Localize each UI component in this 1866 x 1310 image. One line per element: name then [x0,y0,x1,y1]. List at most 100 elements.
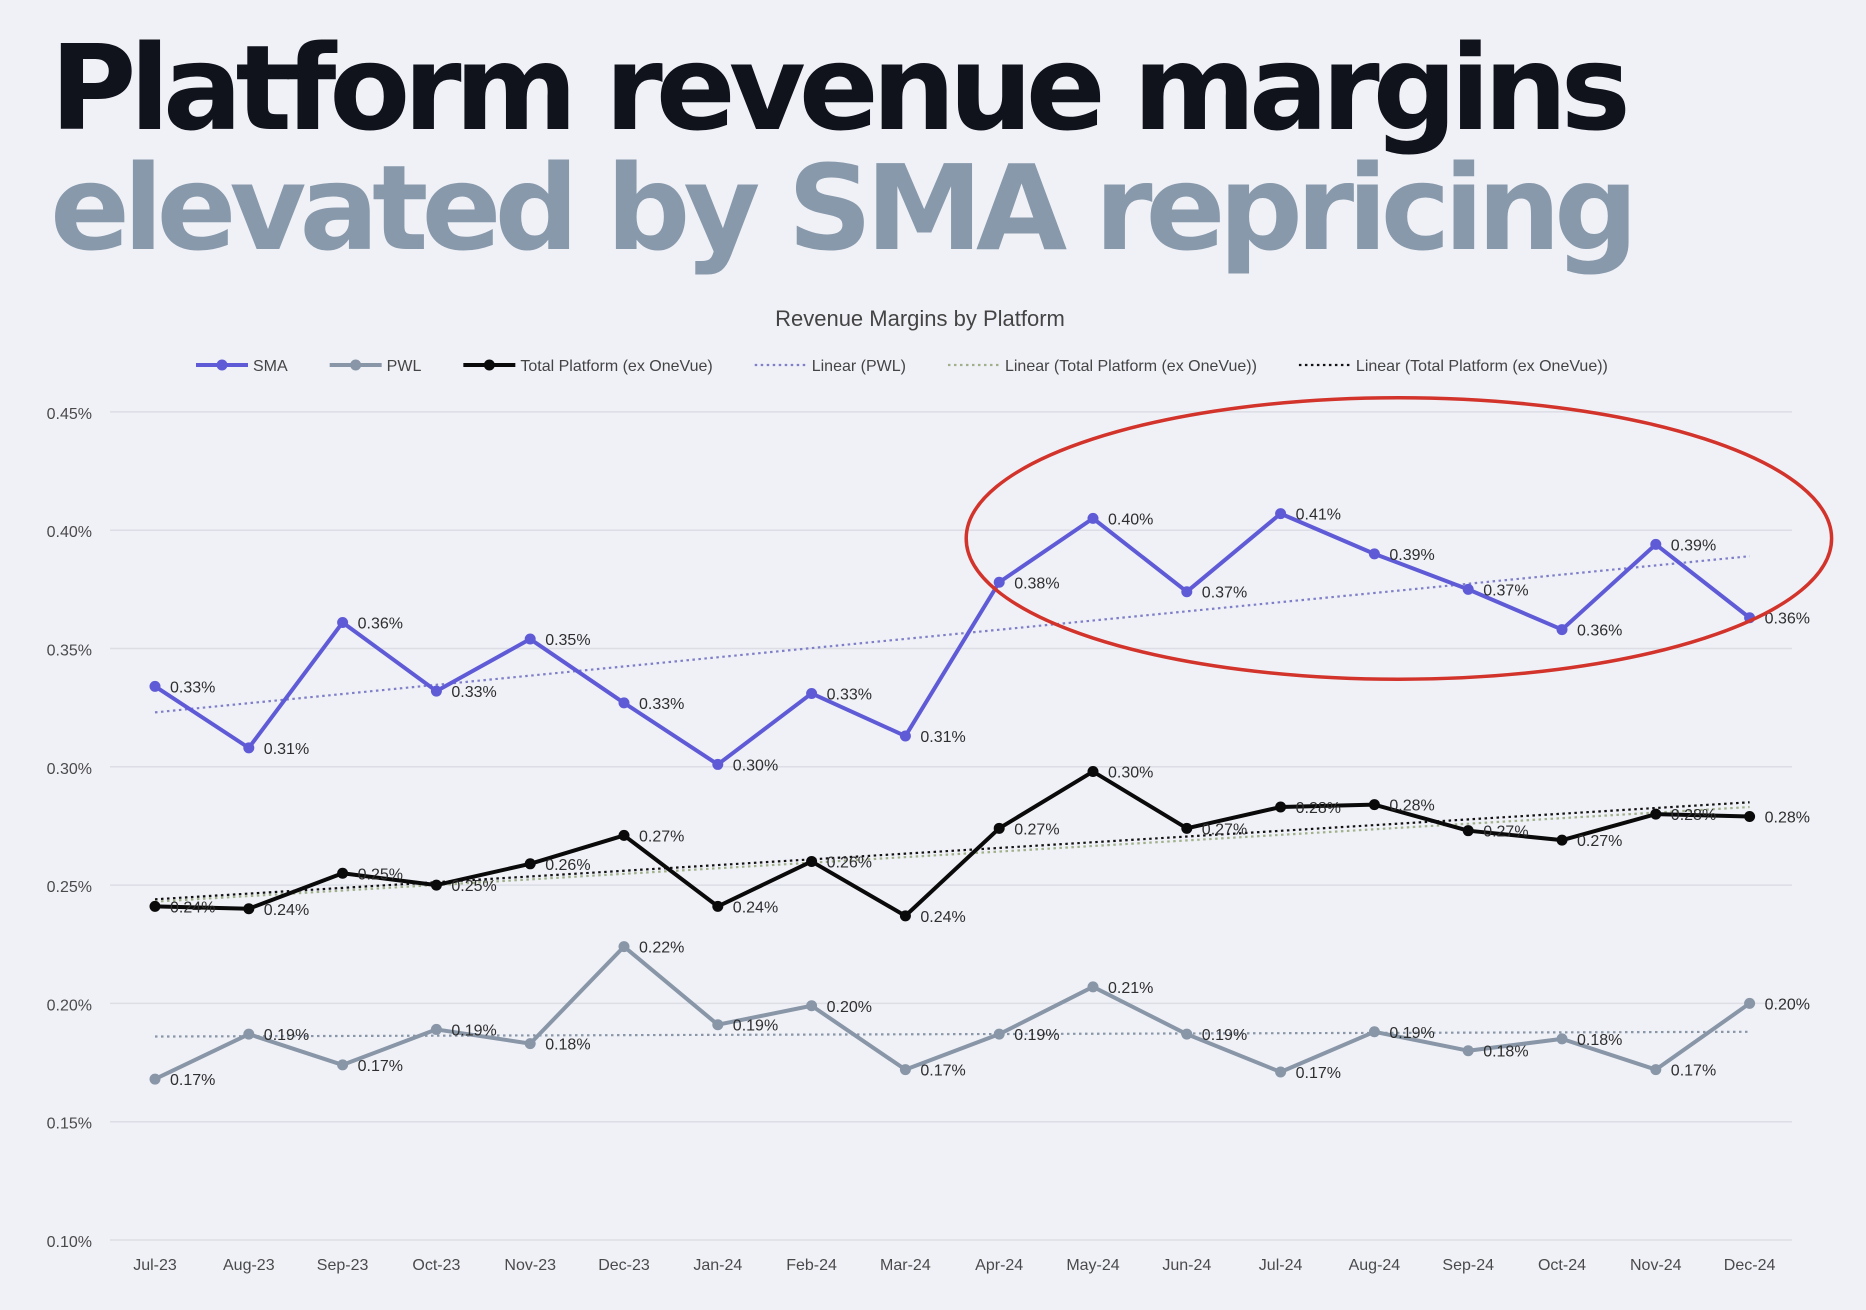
x-tick-label: Nov-24 [1630,1257,1682,1274]
sma-data-label: 0.35% [545,632,590,649]
legend-label: Linear (PWL) [812,358,906,375]
total-point [1556,834,1568,846]
pwl-point [243,1028,255,1040]
pwl-point [618,941,630,953]
total-data-label: 0.24% [170,899,215,916]
data-labels: 0.17% 0.19% 0.17% 0.19% 0.18% 0.22% 0.19% 0.20%… [170,507,1810,1089]
x-tick-label: Oct-24 [1538,1257,1586,1274]
total-point [337,867,349,879]
sma-point [1275,508,1287,520]
y-tick-label: 0.20% [47,997,92,1014]
sma-data-label: 0.36% [1577,623,1622,640]
x-tick-label: Aug-24 [1349,1257,1401,1274]
sma-point [618,697,630,709]
chart-title: Revenue Margins by Platform [775,306,1065,331]
total-point [899,910,911,922]
sma-point [337,616,349,628]
sma-point [149,680,161,692]
y-tick-label: 0.40% [47,524,92,541]
sma-point [993,576,1005,588]
sma-data-label: 0.40% [1108,511,1153,528]
legend-item: Linear (PWL) [754,358,906,375]
sma-data-label: 0.33% [639,696,684,713]
total-point [1087,766,1099,778]
total-data-label: 0.24% [920,909,965,926]
total-data-label: 0.27% [1202,821,1247,838]
pwl-data-label: 0.18% [1483,1044,1528,1061]
total-data-label: 0.25% [358,866,403,883]
pwl-point [1275,1066,1287,1078]
sma-data-label: 0.33% [451,684,496,701]
series-line-sma [153,511,1751,767]
pwl-point [1368,1026,1380,1038]
total-data-label: 0.28% [1389,798,1434,815]
pwl-data-label: 0.19% [451,1022,496,1039]
chart-legend: SMA PWL Total Platform (ex OneVue) Linear (… [196,358,1608,375]
headline: Platform revenue margins elevated by SMA… [50,19,1639,277]
total-point [1462,825,1474,837]
y-tick-label: 0.45% [47,406,92,423]
sma-point [1368,548,1380,560]
sma-point [430,685,442,697]
sma-data-label: 0.33% [827,686,872,703]
sma-point [806,687,818,699]
trendline-total [154,805,1750,903]
legend-item: Linear (Total Platform (ex OneVue)) [1298,358,1608,375]
pwl-point [899,1064,911,1076]
pwl-data-label: 0.22% [639,940,684,957]
total-data-label: 0.28% [1765,809,1810,826]
total-point [806,855,818,867]
pwl-data-label: 0.17% [920,1063,965,1080]
x-tick-label: Sep-23 [317,1257,369,1274]
x-tick-label: Dec-23 [598,1257,650,1274]
x-tick-label: Sep-24 [1442,1257,1494,1274]
total-point [1650,808,1662,820]
headline-line-1: Platform revenue margins [50,19,1631,157]
pwl-point [1556,1033,1568,1045]
legend-label: PWL [387,358,422,375]
headline-line-2: elevated by SMA repricing [50,139,1639,277]
x-tick-label: May-24 [1066,1257,1119,1274]
x-tick-label: Oct-23 [412,1257,460,1274]
legend-item: PWL [329,358,422,375]
x-tick-label: Jul-24 [1259,1257,1303,1274]
x-tick-label: Feb-24 [786,1257,837,1274]
y-tick-label: 0.25% [47,879,92,896]
total-data-label: 0.27% [639,828,684,845]
total-data-label: 0.28% [1296,800,1341,817]
legend-swatch-marker [350,359,362,371]
legend-item: Linear (Total Platform (ex OneVue)) [947,358,1257,375]
total-data-label: 0.26% [545,857,590,874]
x-tick-label: Jan-24 [693,1257,742,1274]
sma-point [243,742,255,754]
pwl-point [1087,981,1099,993]
pwl-point [1462,1045,1474,1057]
legend-swatch-marker [483,359,495,371]
pwl-point [1650,1064,1662,1076]
legend-item: Total Platform (ex OneVue) [463,358,713,375]
highlight-ellipse [964,395,1834,682]
sma-point [899,730,911,742]
total-data-label: 0.25% [451,878,496,895]
sma-data-label: 0.33% [170,679,215,696]
pwl-data-label: 0.20% [827,999,872,1016]
sma-data-label: 0.39% [1389,547,1434,564]
sma-data-label: 0.30% [733,757,778,774]
total-data-label: 0.27% [1577,833,1622,850]
pwl-point [806,1000,818,1012]
total-point [993,822,1005,834]
pwl-data-label: 0.19% [1014,1027,1059,1044]
sma-data-label: 0.36% [358,615,403,632]
sma-data-label: 0.36% [1765,611,1810,628]
y-tick-label: 0.30% [47,761,92,778]
pwl-data-label: 0.18% [1577,1032,1622,1049]
trendline-pwl [154,1030,1750,1038]
sma-point [1650,538,1662,550]
chart-grid [110,411,1792,1241]
sma-data-label: 0.41% [1296,507,1341,524]
y-axis: 0.10% 0.15% 0.20% 0.25% 0.30% 0.35% 0.40% 0.45% [47,406,92,1251]
pwl-point [149,1073,161,1085]
data-series [149,508,1756,1085]
x-tick-label: Apr-24 [975,1257,1023,1274]
total-data-label: 0.27% [1014,821,1059,838]
